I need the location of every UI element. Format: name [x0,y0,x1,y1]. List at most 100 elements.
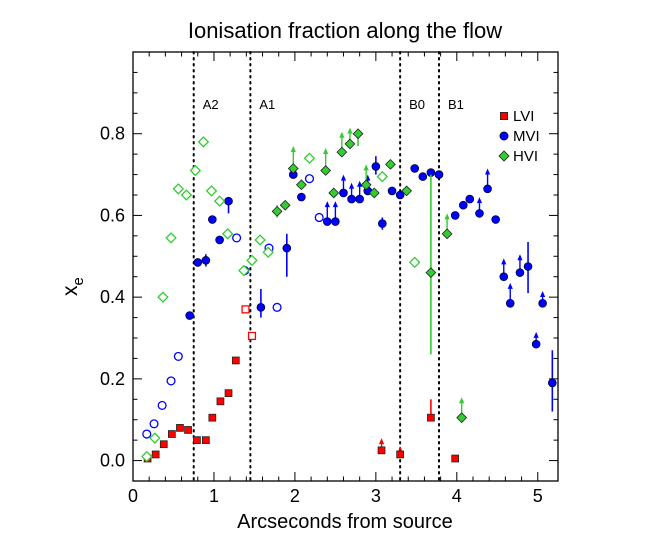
data-point [197,136,210,148]
x-axis-label: Arcseconds from source [237,511,453,533]
x-tick-label: 2 [290,486,300,506]
data-point [410,164,420,173]
data-point [352,128,364,140]
data-point [151,450,160,459]
legend-marker-HVI [498,150,510,162]
data-point [322,217,332,226]
data-point [271,205,283,217]
data-point [408,256,421,269]
limit-arrow-head [533,331,539,338]
data-point [456,412,468,424]
data-point [344,138,356,150]
x-tick-label: 3 [371,486,381,506]
limit-arrow-head [363,164,369,171]
y-tick-label: 0.2 [100,369,125,389]
data-point [246,254,258,267]
limit-arrow-head [323,148,329,155]
limit-arrow-head [332,201,338,208]
data-point [193,436,201,444]
data-point [475,209,484,218]
data-point [149,419,159,429]
data-point [221,228,234,240]
vline-label-3: B1 [448,97,464,112]
data-point [387,186,397,196]
vline-label-2: B0 [409,97,425,112]
data-point [434,170,444,179]
data-point [173,351,183,361]
x-tick-label: 4 [452,486,462,506]
legend-label-LVI: LVI [513,108,534,125]
data-point [247,331,257,341]
data-point [303,152,316,164]
limit-arrow-head [378,438,385,445]
limit-arrow-head [459,397,465,404]
legend-label-MVI: MVI [513,128,540,145]
data-point [208,215,217,224]
data-point [232,233,242,243]
data-point [241,305,250,314]
axes: 0 1 2 3 4 5 0.0 0.2 0.4 0.6 0.8 [100,51,559,506]
y-axis-label-subscript: e [70,277,87,285]
vline-label-0: A2 [203,97,219,112]
chart-title: Ionisation fraction along the flow [188,18,502,43]
data-point [168,430,176,438]
limit-arrow-head [507,282,513,289]
data-point [224,196,233,206]
data-point [458,200,468,210]
data-point [523,262,533,271]
data-point [166,376,176,386]
limit-arrow-head [324,201,330,208]
data-point [427,413,435,422]
y-tick-label: 0.0 [100,451,125,471]
x-tick-label: 1 [209,486,219,506]
vertical-lines: A2 A1 B0 B1 [192,51,464,482]
data-point [441,228,453,240]
data-point [176,424,184,432]
data-point [339,188,348,198]
limit-arrow-head [347,127,353,134]
data-point [320,165,332,176]
data-point [491,215,500,224]
data-point [531,339,541,349]
limit-arrow-head [517,254,523,261]
x-tick-label: 5 [533,486,543,506]
data-point [538,298,547,308]
data-point [165,232,177,244]
data-point [347,194,356,204]
data-point [185,311,194,320]
data-point [216,397,225,406]
data-point [184,426,192,434]
limit-arrow-head [357,180,363,187]
limit-arrow-head [444,213,450,220]
data-point [205,185,218,197]
data-point [287,163,299,174]
data-point [189,164,202,177]
data-point [157,400,167,410]
data-point [450,211,460,220]
limit-arrow-head [540,291,546,298]
data-point [282,243,292,253]
y-tick-label: 0.4 [100,287,125,307]
data-point [149,432,161,444]
y-axis-label: xe [59,277,87,296]
limit-arrow-head [340,174,347,181]
limit-arrow-head [484,168,491,175]
data-point [425,267,437,279]
data-point [213,195,226,207]
data-point [262,246,274,258]
data-point [159,440,168,449]
x-tick-label: 0 [128,486,138,506]
series-LVI [143,305,460,463]
series-HVI [141,127,468,463]
y-tick-label: 0.6 [100,205,125,225]
data-point [499,272,509,282]
data-point [201,256,211,265]
series-MVI [142,156,557,439]
data-point [465,194,475,204]
legend-label-HVI: HVI [513,148,538,165]
data-point [314,212,324,223]
data-point [368,187,380,199]
data-point [295,179,307,191]
legend: LVI MVI HVI [498,108,540,165]
